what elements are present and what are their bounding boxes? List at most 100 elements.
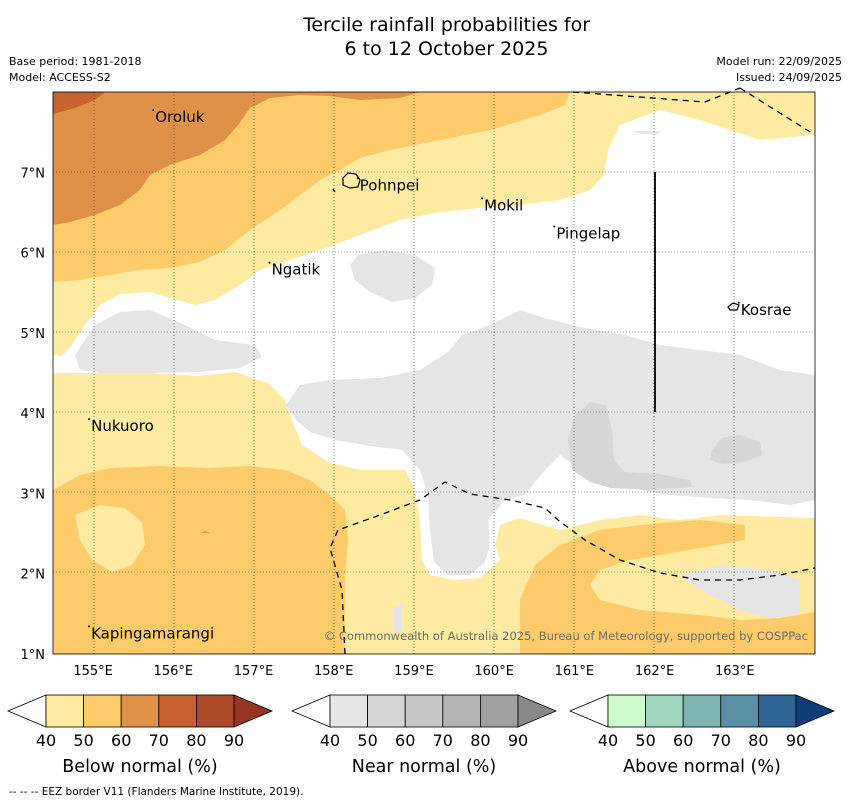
colorbar-tick-label: 90	[224, 731, 244, 750]
colorbar-upper-arrow	[517, 694, 558, 728]
model-name: Model: ACCESS-S2	[9, 71, 111, 84]
place-marker	[268, 261, 271, 264]
colorbar: 40 50 60 70 80 90 Below normal (%)	[6, 694, 274, 777]
place-label: Kapingamarangi	[91, 624, 214, 642]
colorbar-segment	[158, 694, 197, 728]
lon-tick-label: 159°E	[394, 664, 434, 679]
colorbar-tick-label: 60	[395, 731, 415, 750]
lat-tick-label: 2°N	[21, 568, 46, 583]
near-normal-40-50-region-mid	[286, 310, 815, 575]
colorbar-title: Near normal (%)	[352, 757, 497, 777]
lat-tick-label: 6°N	[21, 247, 46, 262]
lon-tick-label: 156°E	[154, 664, 194, 679]
colorbar-tick-label: 80	[470, 731, 490, 750]
colorbar-tick-label: 70	[149, 731, 169, 750]
eez-border	[329, 87, 816, 655]
near-normal-40-50-dot	[394, 605, 402, 632]
longitude-axis: 155°E 156°E 157°E 158°E 159°E 160°E 161°E 162°E…	[73, 664, 754, 679]
colorbar-title: Below normal (%)	[62, 757, 217, 777]
below-normal-60-70-region	[53, 92, 420, 225]
near-normal-50-60-region-b	[710, 435, 762, 464]
colorbar-upper-arrow	[795, 694, 836, 728]
lon-tick-label: 157°E	[234, 664, 274, 679]
colorbar-title: Above normal (%)	[623, 757, 781, 777]
near-normal-50-60-region	[568, 402, 692, 490]
colorbar-tick-label: 40	[320, 731, 340, 750]
place-marker	[553, 225, 556, 228]
lon-tick-label: 158°E	[314, 664, 354, 679]
place-label: Kosrae	[741, 301, 792, 319]
near-normal-40-50-sliver	[632, 131, 662, 134]
place-label: Oroluk	[155, 108, 204, 126]
place-marker	[152, 109, 155, 112]
colorbar-tick-label: 60	[111, 731, 131, 750]
base-period: Base period: 1981-2018	[9, 55, 142, 68]
place-label: Pingelap	[556, 225, 620, 243]
lon-tick-label: 163°E	[715, 664, 755, 679]
place-marker	[481, 197, 484, 200]
colorbar-lower-arrow	[6, 694, 47, 728]
colorbar-tick-label: 90	[786, 731, 806, 750]
below-normal-70-80-region	[53, 92, 105, 114]
latitude-axis: 1°N 2°N 3°N 4°N 5°N 6°N 7°N	[21, 166, 46, 663]
colorbar-tick-label: 90	[508, 731, 528, 750]
colorbar-segment	[120, 694, 160, 728]
copyright-credit: © Commonwealth of Australia 2025, Bureau…	[324, 629, 808, 643]
colorbar-upper-arrow	[233, 694, 274, 728]
below-normal-50-60-region-se	[520, 520, 815, 654]
colorbar-segment	[442, 694, 481, 728]
colorbar-segment	[367, 694, 406, 728]
colorbar-segment	[607, 694, 646, 728]
title-line-2: 6 to 12 October 2025	[344, 38, 549, 60]
places-layer: Oroluk Pohnpei Mokil Pingelap Ngatik Kosrae Nu…	[88, 108, 791, 642]
colorbar-tick-label: 60	[673, 731, 693, 750]
colorbar-tick-label: 80	[186, 731, 206, 750]
colorbar-segment	[720, 694, 759, 728]
colorbar-tick-label: 70	[711, 731, 731, 750]
colorbar-segment	[479, 694, 519, 728]
colorbar-segment	[404, 694, 444, 728]
footer-note: -- -- -- EEZ border V11 (Flanders Marine…	[9, 786, 304, 798]
place-marker	[737, 301, 740, 304]
place-marker	[88, 418, 91, 421]
colorbar-tick-label: 70	[433, 731, 453, 750]
map-frame	[52, 91, 816, 655]
place-label: Nukuoro	[91, 417, 154, 435]
issued-date: Issued: 24/09/2025	[735, 71, 842, 84]
place-label: Ngatik	[272, 261, 321, 279]
lat-tick-label: 1°N	[21, 648, 46, 663]
title-line-1: Tercile rainfall probabilities for	[302, 14, 591, 36]
pohnpei-outline	[342, 172, 361, 189]
colorbar-tick-label: 80	[748, 731, 768, 750]
colorbar-tick-label: 40	[36, 731, 56, 750]
colorbar-lower-arrow	[568, 694, 609, 728]
colorbars: 40 50 60 70 80 90 Below normal (%) 40 50 60 70 80 90…	[6, 694, 836, 777]
lat-tick-label: 3°N	[21, 487, 46, 502]
place-marker	[88, 625, 91, 628]
colorbar-segment	[758, 694, 797, 728]
model-run: Model run: 22/09/2025	[716, 55, 842, 68]
lat-tick-label: 4°N	[21, 407, 46, 422]
place-label: Mokil	[484, 196, 523, 214]
lon-tick-label: 162°E	[635, 664, 675, 679]
colorbar-tick-label: 50	[73, 731, 93, 750]
lon-tick-label: 160°E	[474, 664, 514, 679]
lat-tick-label: 7°N	[21, 166, 46, 181]
below-normal-speck	[200, 531, 210, 533]
below-normal-40-50-pocket-sw	[75, 505, 145, 572]
colorbar-tick-label: 40	[598, 731, 618, 750]
probability-field	[53, 92, 815, 654]
colorbar-segment	[45, 694, 84, 728]
gridlines	[53, 92, 815, 654]
colorbar-segment	[329, 694, 368, 728]
colorbar-segment	[83, 694, 122, 728]
colorbar-tick-label: 50	[357, 731, 377, 750]
colorbar-lower-arrow	[290, 694, 331, 728]
lat-tick-label: 5°N	[21, 327, 46, 342]
colorbar: 40 50 60 70 80 90 Above normal (%)	[568, 694, 836, 777]
lon-tick-label: 161°E	[555, 664, 595, 679]
colorbar-segment	[645, 694, 684, 728]
colorbar-tick-label: 50	[635, 731, 655, 750]
place-marker	[356, 177, 359, 180]
